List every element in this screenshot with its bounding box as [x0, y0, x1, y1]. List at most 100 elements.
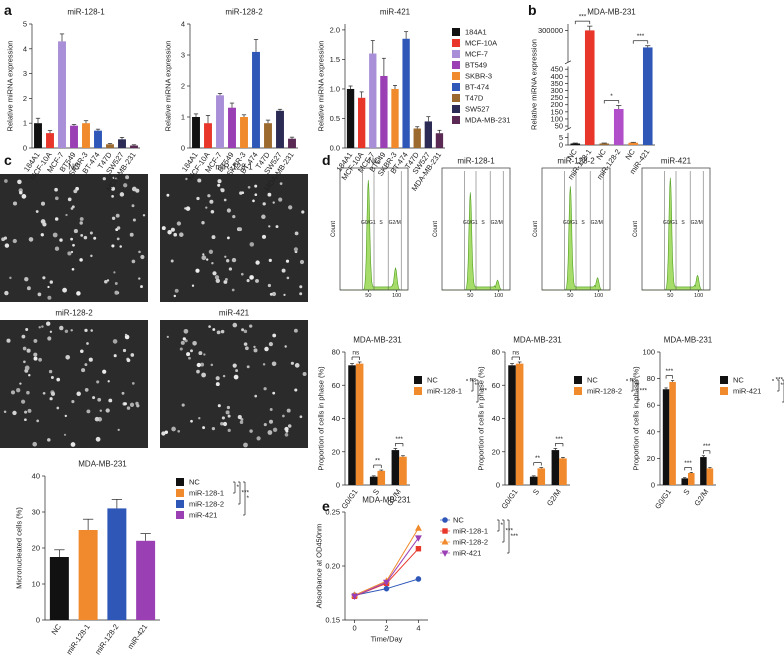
- cell: [65, 354, 71, 360]
- cell: [50, 391, 56, 396]
- legend-swatch: [452, 72, 460, 80]
- cell: [215, 382, 220, 387]
- y-tick-label: 50: [555, 122, 563, 131]
- gate-label: S: [379, 220, 383, 226]
- cell: [190, 419, 193, 423]
- cell: [117, 428, 120, 432]
- cell: [62, 287, 67, 293]
- cell: [119, 245, 122, 248]
- bar: [613, 108, 624, 145]
- cell: [275, 225, 279, 229]
- cell: [54, 196, 59, 201]
- cell: [243, 329, 248, 334]
- cell: [240, 418, 244, 421]
- legend-swatch: [414, 376, 422, 384]
- bar: [380, 75, 388, 148]
- cell: [221, 416, 225, 420]
- legend-label: miR-421: [453, 549, 481, 558]
- cell: [49, 330, 53, 333]
- gate-label: G2/M: [691, 220, 703, 226]
- bar: [348, 365, 356, 485]
- significance: ***: [640, 388, 648, 395]
- flow-title: miR-128-1: [457, 157, 495, 166]
- y-tick-label: 40: [332, 414, 340, 423]
- cell: [27, 408, 32, 413]
- cell: [70, 442, 76, 447]
- cell: [37, 292, 42, 297]
- cell: [252, 199, 255, 203]
- flow-x-tick-label: 50: [667, 293, 673, 299]
- cell: [207, 194, 211, 198]
- cell: [19, 190, 23, 195]
- y-tick-label: 20: [32, 544, 40, 553]
- axis-break: [564, 127, 572, 131]
- significance: ns: [352, 349, 360, 356]
- significance: ***: [480, 388, 488, 395]
- cell: [70, 329, 73, 332]
- cell: [142, 214, 146, 217]
- cell: [70, 237, 73, 241]
- chart-title: MDA-MB-231: [362, 496, 411, 505]
- cell: [211, 262, 214, 265]
- cell: [267, 283, 271, 288]
- x-tick-label: 2: [384, 624, 388, 633]
- bar: [106, 144, 114, 148]
- x-tick-label: 0: [352, 624, 356, 633]
- y-tick-label: 1.0: [330, 84, 340, 93]
- cell: [232, 214, 236, 219]
- bar: [94, 130, 102, 148]
- x-tick-label: NC: [49, 622, 63, 637]
- x-tick-label: G0/G1: [499, 487, 519, 510]
- bar: [130, 145, 138, 148]
- cell: [114, 177, 118, 180]
- cell: [208, 325, 211, 328]
- gate-label: G2/M: [491, 220, 503, 226]
- cell: [79, 217, 84, 221]
- cell: [114, 282, 118, 285]
- cell: [114, 290, 119, 295]
- cell: [123, 183, 128, 188]
- cell: [122, 348, 127, 353]
- cell: [214, 275, 220, 280]
- cell: [267, 192, 272, 197]
- bar: [369, 53, 377, 148]
- y-tick-label: 0: [336, 481, 340, 490]
- legend-swatch: [452, 28, 460, 36]
- cell: [125, 175, 130, 180]
- legend-swatch: [414, 387, 422, 395]
- chart-title: miR-128-1: [67, 8, 105, 17]
- bar: [669, 381, 676, 485]
- significance: **: [635, 382, 641, 389]
- y-tick-label: 40: [492, 414, 500, 423]
- cell: [241, 328, 245, 332]
- cell: [262, 202, 266, 206]
- cell: [226, 208, 231, 213]
- significance: ***: [781, 382, 784, 389]
- cell: [40, 233, 44, 237]
- bar: [136, 540, 156, 620]
- y-tick-label: 1: [23, 119, 27, 128]
- flow-x-tick-label: 100: [392, 293, 401, 299]
- x-tick-label: G2/M: [545, 487, 563, 507]
- significance: *: [237, 484, 240, 491]
- legend-swatch: [452, 105, 460, 113]
- cell: [268, 342, 273, 347]
- cell: [81, 368, 86, 373]
- cell: [254, 193, 258, 197]
- bar: [276, 110, 284, 148]
- bar: [228, 107, 236, 148]
- cell: [42, 276, 46, 280]
- bar: [34, 123, 42, 148]
- cell: [215, 278, 221, 284]
- legend-swatch: [720, 376, 728, 384]
- y-tick-label: 60: [647, 401, 655, 410]
- cell: [262, 363, 266, 366]
- cell: [302, 372, 307, 376]
- y-tick-label: 200: [550, 100, 563, 109]
- significance: ***: [506, 528, 514, 535]
- gate-label: S: [581, 220, 585, 226]
- cell: [26, 348, 31, 353]
- x-tick-label: miR-128-1: [64, 622, 91, 656]
- bar: [662, 389, 670, 485]
- cell: [79, 258, 83, 262]
